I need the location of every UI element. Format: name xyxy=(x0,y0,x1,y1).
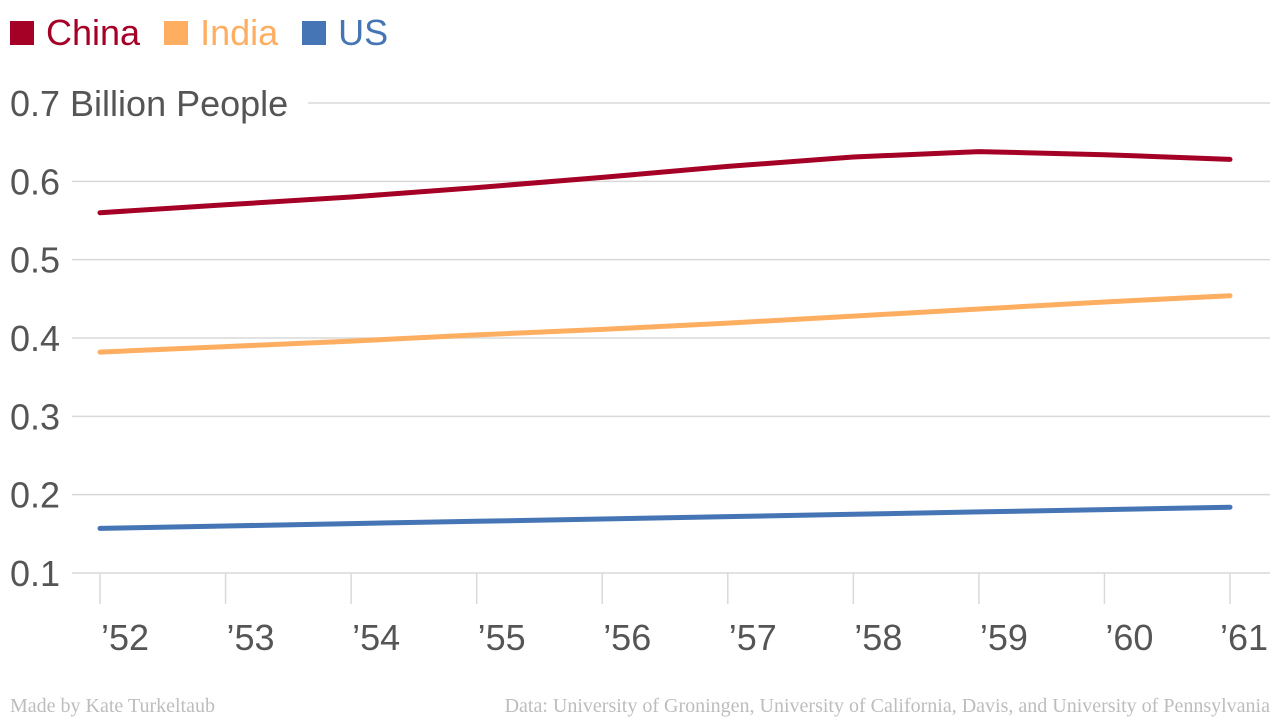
source-text: Data: University of Groningen, Universit… xyxy=(504,695,1270,717)
y-tick-label: 0.4 xyxy=(10,318,60,359)
legend-item-india: India xyxy=(164,10,278,56)
y-tick-label: 0.2 xyxy=(10,475,60,516)
y-tick-label: 0.7 Billion People xyxy=(10,83,288,124)
credit-text: Made by Kate Turkeltaub xyxy=(10,695,215,717)
x-tick-label: ’60 xyxy=(1105,617,1153,658)
legend-item-china: China xyxy=(10,10,140,56)
series-lines xyxy=(97,149,1233,531)
y-tick-label: 0.5 xyxy=(10,240,60,281)
series-line-india xyxy=(97,293,1233,355)
x-tick-label: ’56 xyxy=(603,617,651,658)
y-axis-tick-labels: 0.1 0.2 0.3 0.4 0.5 0.6 0.7 Billion People xyxy=(10,83,288,594)
x-axis-ticks: ’52 ’53 ’54 ’55 ’56 ’57 ’58 ’59 ’60 ’61 xyxy=(99,573,1268,658)
legend-label-us: US xyxy=(338,12,389,53)
series-line-china xyxy=(97,149,1233,216)
legend-swatch-india xyxy=(164,21,189,45)
x-tick-label: ’61 xyxy=(1220,617,1268,658)
y-tick-label: 0.1 xyxy=(10,553,60,594)
legend-item-us: US xyxy=(302,10,388,56)
x-tick-label: ’57 xyxy=(729,617,777,658)
x-tick-label: ’55 xyxy=(478,617,526,658)
gridlines xyxy=(72,102,1270,574)
legend-label-india: India xyxy=(200,12,279,53)
x-tick-label: ’54 xyxy=(352,617,400,658)
legend-label-china: China xyxy=(46,12,141,53)
x-tick-label: ’53 xyxy=(227,617,275,658)
legend-swatch-us xyxy=(302,21,327,45)
x-tick-label: ’59 xyxy=(980,617,1028,658)
x-tick-label: ’52 xyxy=(101,617,149,658)
legend-swatch-china xyxy=(10,21,34,45)
y-tick-label: 0.6 xyxy=(10,161,60,202)
y-tick-label: 0.3 xyxy=(10,396,60,437)
series-line-us xyxy=(97,504,1233,531)
x-tick-label: ’58 xyxy=(854,617,902,658)
legend: China India US xyxy=(10,10,412,56)
